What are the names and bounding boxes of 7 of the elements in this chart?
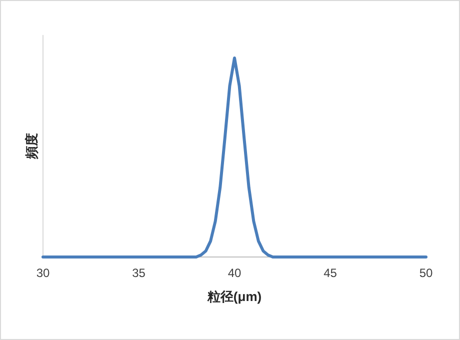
x-tick-label: 50 [419, 266, 433, 280]
x-tick-label: 40 [228, 266, 242, 280]
x-tick-label: 45 [324, 266, 338, 280]
x-axis-title: 粒径(μm) [206, 289, 262, 304]
x-tick-label: 35 [132, 266, 146, 280]
y-axis-title: 頻度 [24, 133, 39, 160]
x-tick-label: 30 [36, 266, 50, 280]
